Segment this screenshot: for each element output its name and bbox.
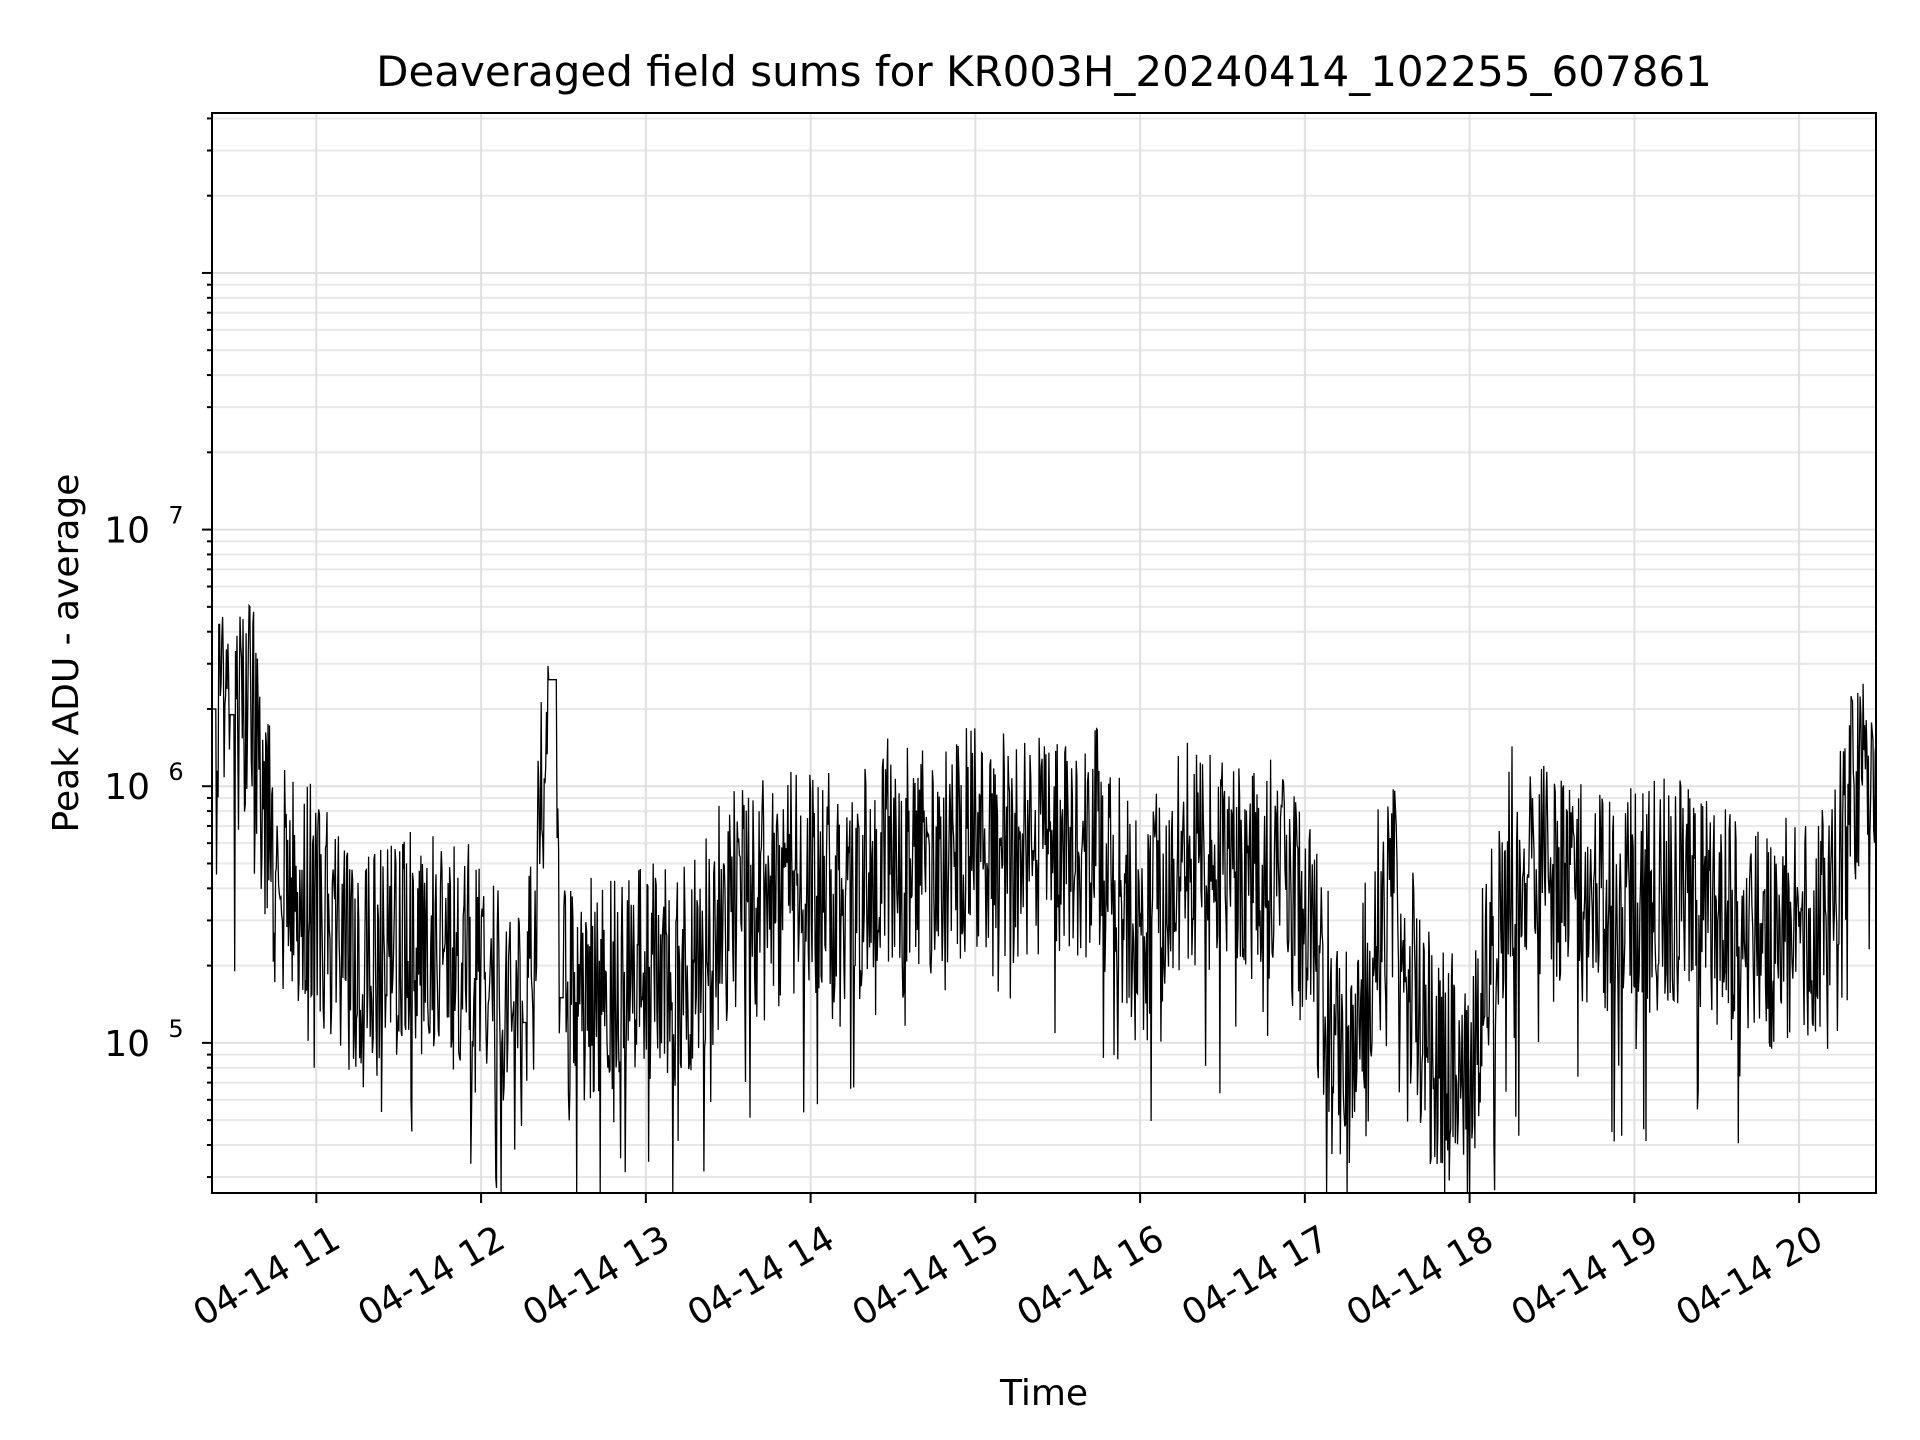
y-tick-base: 10 <box>104 767 150 808</box>
series-layer <box>212 603 1877 1194</box>
x-axis-label: Time <box>999 1373 1088 1414</box>
plot-frame <box>211 112 1877 1194</box>
y-axis-label: Peak ADU - average <box>46 474 87 833</box>
series-line <box>212 603 1877 1194</box>
y-tick-exponent: 5 <box>168 1015 183 1043</box>
chart-title: Deaveraged field sums for KR003H_2024041… <box>376 47 1712 96</box>
y-tick-label: 10 <box>104 1024 150 1065</box>
y-tick-base: 10 <box>104 511 150 552</box>
y-tick-label: 10 <box>104 511 150 552</box>
y-tick-label: 10 <box>104 767 150 808</box>
y-tick-exponent: 7 <box>168 502 183 530</box>
y-tick-base: 10 <box>104 1024 150 1065</box>
y-tick-exponent: 6 <box>168 758 183 786</box>
